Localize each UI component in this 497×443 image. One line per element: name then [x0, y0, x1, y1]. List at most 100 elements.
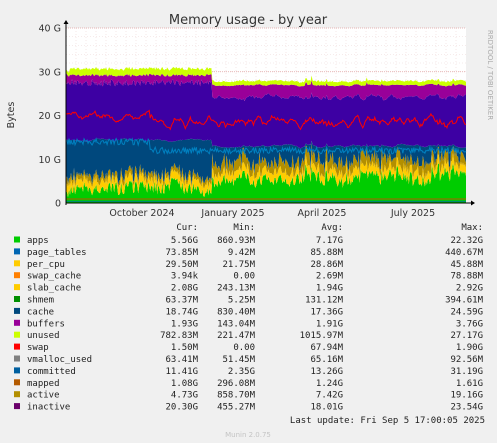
munin-footer: Munin 2.0.75: [225, 431, 271, 439]
legend-value: 243.13M: [217, 284, 256, 294]
legend-series-name: shmem: [27, 296, 54, 306]
legend-value: 9.42M: [228, 248, 256, 258]
legend-value: 1.94G: [316, 284, 343, 294]
x-tick-label: July 2025: [390, 208, 435, 219]
legend-value: 1.50M: [171, 343, 199, 353]
y-tick-label: 30 G: [39, 67, 61, 78]
legend-value: 2.08G: [171, 284, 198, 294]
legend-value: 24.59G: [450, 307, 483, 317]
legend-series-name: committed: [27, 367, 76, 377]
legend-value: 28.86M: [310, 260, 343, 270]
area-buffers: [66, 73, 466, 102]
legend-series-name: inactive: [27, 403, 70, 413]
legend-value: 27.17G: [450, 331, 483, 341]
legend-value: 13.26G: [310, 367, 343, 377]
legend-swatch: [14, 248, 20, 255]
chart-title: Memory usage - by year: [169, 13, 328, 28]
legend-value: 1.08G: [171, 379, 198, 389]
legend-series-name: mapped: [27, 379, 60, 389]
area-unused: [66, 66, 466, 87]
legend-series-name: apps: [27, 236, 49, 246]
legend-value: 830.40M: [217, 307, 256, 317]
legend-series-name: swap: [27, 343, 49, 353]
legend-value: 1.91G: [316, 319, 343, 329]
legend-value: 5.56G: [171, 236, 198, 246]
area-inactive: [66, 79, 466, 149]
legend-swatch: [14, 379, 20, 386]
legend-value: 73.85M: [165, 248, 198, 258]
legend-value: 18.74G: [165, 307, 198, 317]
x-axis-arrow: [471, 200, 475, 206]
y-tick-label: 0: [55, 199, 61, 210]
legend-swatch: [14, 367, 20, 374]
legend-column-header: Min:: [233, 223, 255, 233]
legend-series-name: cache: [27, 307, 54, 317]
legend-swatch: [14, 296, 20, 302]
legend-value: 860.93M: [217, 236, 256, 246]
y-tick-label: 10 G: [39, 155, 61, 166]
legend-value: 4.73G: [171, 391, 198, 401]
legend-value: 1.93G: [171, 319, 198, 329]
y-axis-arrow: [63, 20, 69, 24]
legend-value: 1.61G: [456, 379, 483, 389]
legend-swatch: [14, 319, 20, 326]
y-tick-label: 20 G: [39, 111, 61, 122]
legend-value: 45.88M: [450, 260, 483, 270]
x-tick-label: January 2025: [200, 208, 264, 219]
line-series: [65, 109, 467, 202]
legend-value: 2.92G: [456, 284, 483, 294]
line-swap: [65, 109, 467, 131]
legend-value: 18.01G: [310, 403, 343, 413]
legend-series-name: swap_cache: [27, 272, 81, 282]
legend-value: 0.00: [233, 272, 255, 282]
legend-value: 1.90G: [456, 343, 483, 353]
legend-swatch: [14, 284, 20, 291]
legend-value: 63.37M: [165, 296, 198, 306]
legend-value: 85.88M: [310, 248, 343, 258]
legend-value: 19.16G: [450, 391, 483, 401]
legend-value: 1015.97M: [300, 331, 344, 341]
area-stack: [66, 66, 466, 203]
legend-swatch: [14, 236, 20, 243]
legend-value: 455.27M: [217, 403, 256, 413]
legend-value: 78.88M: [450, 272, 483, 282]
legend-value: 2.69M: [316, 272, 344, 282]
y-tick-label: 40 G: [39, 24, 61, 35]
last-update: Last update: Fri Sep 5 17:00:05 2025: [290, 416, 485, 426]
x-tick-label: October 2024: [109, 208, 174, 219]
line-committed: [65, 137, 467, 156]
legend-value: 65.16M: [310, 355, 343, 365]
legend-swatch: [14, 343, 20, 350]
legend-value: 221.47M: [217, 331, 256, 341]
legend-value: 3.94k: [171, 272, 199, 282]
legend-swatch: [14, 272, 20, 279]
area-active: [66, 142, 466, 189]
legend-swatch: [14, 403, 20, 410]
legend-swatch: [14, 307, 20, 314]
x-tick-label: April 2025: [298, 208, 347, 219]
area-slab-cache: [66, 152, 466, 198]
legend-value: 7.17G: [316, 236, 343, 246]
legend-value: 63.41M: [165, 355, 198, 365]
legend-value: 394.61M: [445, 296, 484, 306]
legend-value: 17.36G: [310, 307, 343, 317]
legend-swatch: [14, 260, 20, 267]
legend-series-name: unused: [27, 331, 60, 341]
legend-value: 51.45M: [222, 355, 255, 365]
legend-series-name: slab_cache: [27, 284, 81, 294]
legend-value: 22.32G: [450, 236, 483, 246]
legend-value: 0.00: [233, 343, 255, 353]
axes: 0 10 G 20 G 30 G 40 G October 2024 January 202…: [39, 20, 475, 219]
legend-value: 131.12M: [305, 296, 344, 306]
legend-value: 11.41G: [165, 367, 198, 377]
legend-value: 3.76G: [456, 319, 483, 329]
legend-series-name: active: [27, 391, 60, 401]
legend-value: 5.25M: [228, 296, 256, 306]
legend-swatch: [14, 355, 20, 362]
legend-value: 296.08M: [217, 379, 256, 389]
legend-value: 92.56M: [450, 355, 483, 365]
legend-swatch: [14, 391, 20, 398]
legend-series-name: page_tables: [27, 248, 87, 258]
legend-value: 67.94M: [310, 343, 343, 353]
